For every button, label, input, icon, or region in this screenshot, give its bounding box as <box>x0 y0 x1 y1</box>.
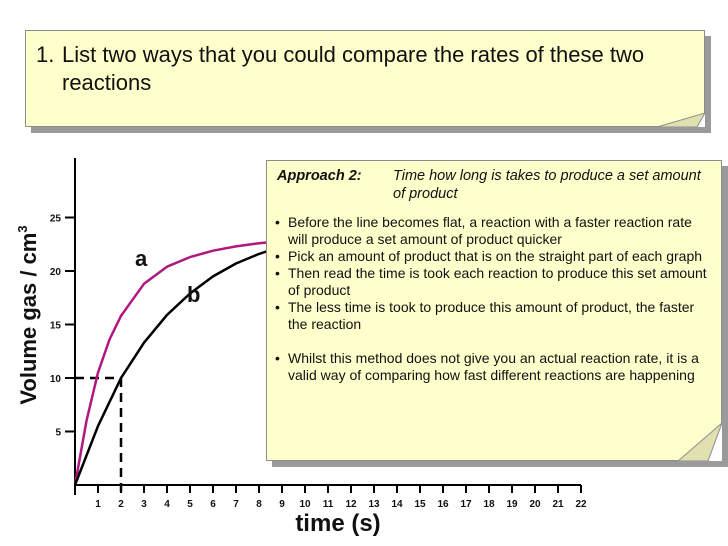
x-tick-label: 1 <box>95 499 101 510</box>
x-axis-title: time (s) <box>295 510 380 537</box>
x-tick-label: 20 <box>529 499 541 510</box>
y-tick-label: 20 <box>50 267 62 278</box>
page-curl-icon <box>678 423 722 461</box>
approach-bullet: The less time is took to produce this am… <box>275 299 715 333</box>
chart-ticks: 1 2 3 4 5 6 7 8 9 10 11 12 13 14 15 16 17 18 19 20 21 2251015… <box>50 214 587 511</box>
x-tick-label: 10 <box>299 499 311 510</box>
chart-labels: a b time (s) Volume gas / cm3 <box>15 225 381 537</box>
x-tick-label: 5 <box>187 499 193 510</box>
x-tick-label: 22 <box>575 499 587 510</box>
question-text: List two ways that you could compare the… <box>62 42 645 95</box>
y-tick-label: 15 <box>50 321 62 332</box>
x-tick-label: 19 <box>506 499 518 510</box>
x-tick-label: 11 <box>323 499 334 510</box>
x-tick-label: 14 <box>391 499 403 510</box>
x-tick-label: 18 <box>483 499 495 510</box>
approach-bullet: Before the line becomes flat, a reaction… <box>275 214 715 248</box>
y-tick-label: 25 <box>50 214 62 225</box>
approach-title: Time how long is takes to produce a set … <box>393 168 701 202</box>
approach-bullet-list: Before the line becomes flat, a reaction… <box>275 214 715 384</box>
y-tick-label: 10 <box>50 374 62 385</box>
x-tick-label: 12 <box>345 499 357 510</box>
series-label-b: b <box>187 282 200 307</box>
series-line-b <box>73 245 283 486</box>
y-axis-title: Volume gas / cm3 <box>15 225 41 404</box>
series-label-a: a <box>135 246 148 271</box>
approach-bullet: Then read the time is took each reaction… <box>275 265 715 299</box>
x-tick-label: 8 <box>256 499 262 510</box>
x-tick-label: 2 <box>118 499 124 510</box>
approach-note: Approach 2: Time how long is takes to pr… <box>266 160 722 461</box>
series-line-a <box>73 239 283 486</box>
question-number: 1. <box>36 42 55 67</box>
question-note: 1. List two ways that you could compare … <box>25 30 705 127</box>
x-tick-label: 4 <box>164 499 170 510</box>
approach-bullet: Whilst this method does not give you an … <box>275 350 715 384</box>
chart-series <box>73 239 283 486</box>
x-tick-label: 17 <box>460 499 472 510</box>
chart-guides <box>75 376 123 493</box>
x-tick-label: 3 <box>141 499 147 510</box>
approach-label: Approach 2: <box>277 168 362 184</box>
x-tick-label: 9 <box>279 499 285 510</box>
y-axis-title-superscript: 3 <box>15 225 30 232</box>
x-tick-label: 16 <box>437 499 449 510</box>
page-curl-icon <box>657 113 705 127</box>
x-tick-label: 13 <box>368 499 380 510</box>
approach-bullet: Pick an amount of product that is on the… <box>275 248 715 265</box>
x-tick-label: 7 <box>233 499 239 510</box>
x-tick-label: 21 <box>552 499 564 510</box>
y-tick-label: 5 <box>55 428 61 439</box>
x-tick-label: 15 <box>414 499 426 510</box>
x-tick-label: 6 <box>210 499 216 510</box>
